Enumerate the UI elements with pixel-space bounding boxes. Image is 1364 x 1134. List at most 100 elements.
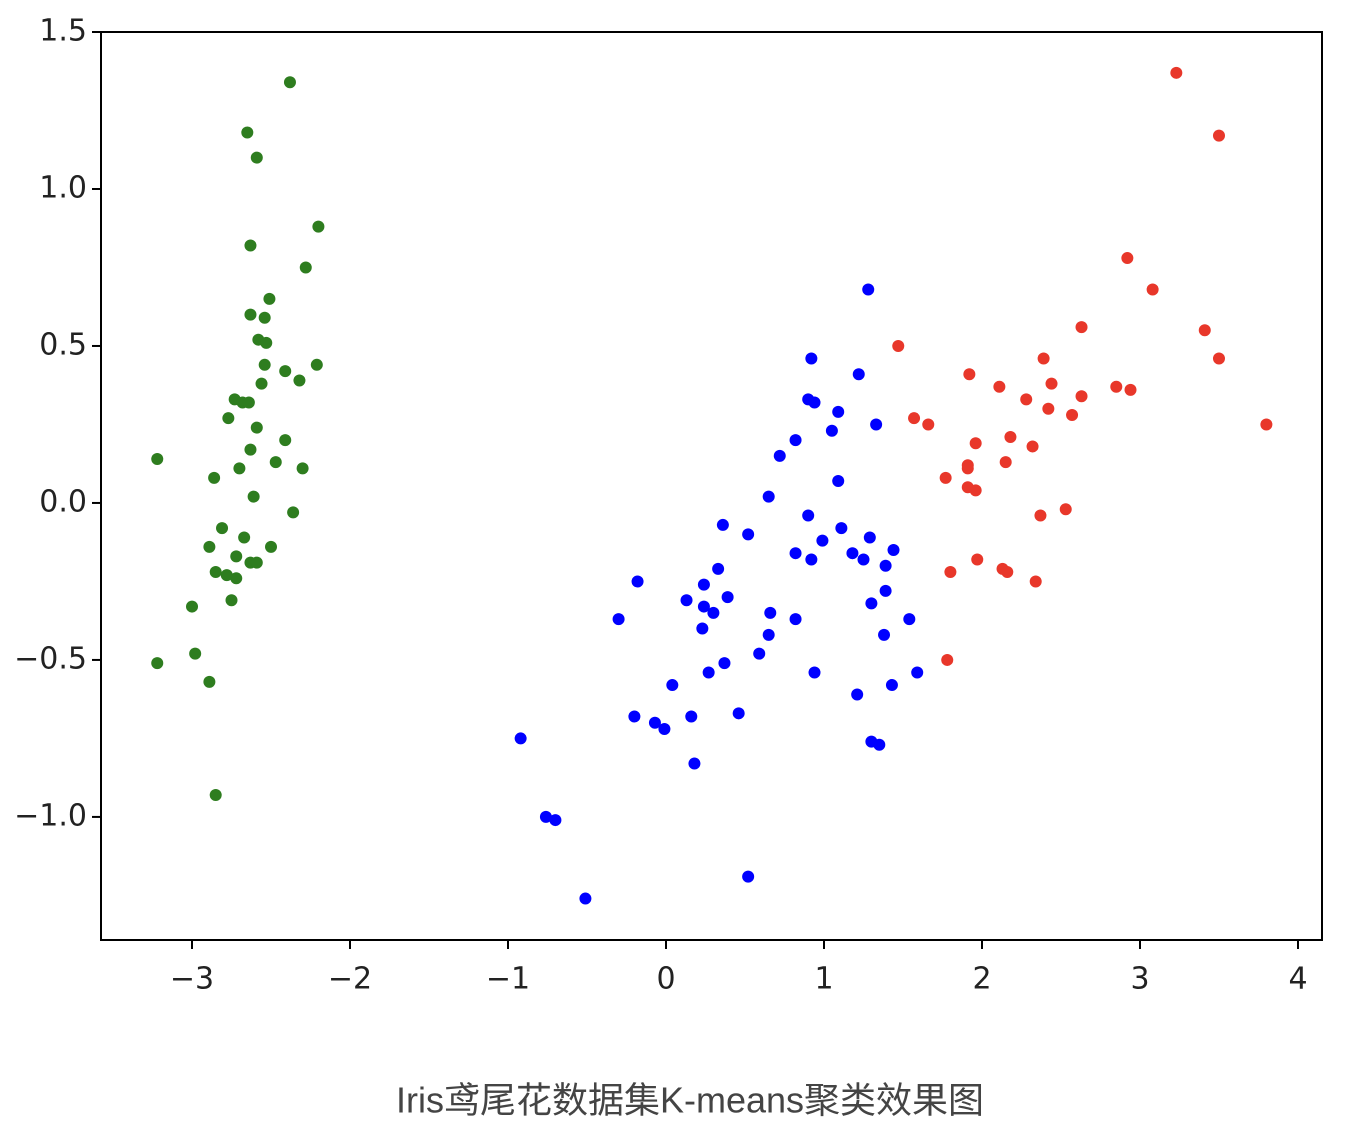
scatter-point [762, 490, 775, 503]
x-tick-label: −2 [328, 962, 372, 997]
scatter-point [230, 572, 243, 585]
scatter-point [805, 553, 818, 566]
scatter-point [225, 594, 238, 607]
scatter-point [1121, 252, 1134, 265]
scatter-point [802, 509, 815, 522]
scatter-point [873, 738, 886, 751]
scatter-point [1170, 66, 1183, 79]
y-tick-label: −1.0 [14, 798, 87, 833]
scatter-point [835, 522, 848, 535]
scatter-point [631, 575, 644, 588]
scatter-point [628, 710, 641, 723]
scatter-point [857, 553, 870, 566]
scatter-point [208, 471, 221, 484]
scatter-point [1004, 431, 1017, 444]
scatter-point [1198, 324, 1211, 337]
scatter-point [1075, 321, 1088, 334]
scatter-point [247, 490, 260, 503]
scatter-point [203, 540, 216, 553]
scatter-point [762, 628, 775, 641]
scatter-point [250, 556, 263, 569]
scatter-point [851, 688, 864, 701]
scatter-point [1212, 352, 1225, 365]
scatter-point [878, 628, 891, 641]
scatter-point [539, 810, 552, 823]
scatter-point [863, 531, 876, 544]
scatter-point [963, 368, 976, 381]
scatter-point [696, 622, 709, 635]
scatter-point [969, 437, 982, 450]
scatter-point [203, 675, 216, 688]
scatter-point [892, 339, 905, 352]
x-tick-label: −1 [486, 962, 530, 997]
scatter-point [816, 534, 829, 547]
scatter-point [1260, 418, 1273, 431]
scatter-point [702, 666, 715, 679]
scatter-point [244, 443, 257, 456]
scatter-point [971, 553, 984, 566]
scatter-point [688, 757, 701, 770]
scatter-point [230, 550, 243, 563]
chart-caption: Iris鸢尾花数据集K-means聚类效果图 [396, 1080, 984, 1121]
scatter-point [258, 311, 271, 324]
scatter-point [732, 707, 745, 720]
scatter-point [1029, 575, 1042, 588]
x-tick-label: 1 [814, 962, 833, 997]
x-tick-label: 0 [656, 962, 675, 997]
scatter-point [1110, 380, 1123, 393]
scatter-point [299, 261, 312, 274]
scatter-point [1020, 393, 1033, 406]
x-tick-label: 2 [972, 962, 991, 997]
scatter-point [685, 710, 698, 723]
scatter-point [852, 368, 865, 381]
scatter-point [549, 814, 562, 827]
scatter-point [742, 870, 755, 883]
scatter-point [879, 559, 892, 572]
scatter-point [961, 462, 974, 475]
scatter-point [1212, 129, 1225, 142]
scatter-point [764, 606, 777, 619]
scatter-point [879, 584, 892, 597]
y-tick-label: 0.0 [39, 484, 87, 519]
scatter-point [244, 239, 257, 252]
scatter-point [242, 396, 255, 409]
scatter-point [903, 613, 916, 626]
scatter-point [697, 600, 710, 613]
scatter-point [151, 452, 164, 465]
scatter-point [1042, 402, 1055, 415]
scatter-point [862, 283, 875, 296]
scatter-point [808, 666, 821, 679]
plot-frame [100, 31, 1323, 941]
scatter-point [209, 788, 222, 801]
scatter-point [1124, 383, 1137, 396]
scatter-point [865, 597, 878, 610]
scatter-point [680, 594, 693, 607]
scatter-point [716, 518, 729, 531]
scatter-point [1045, 377, 1058, 390]
scatter-point [296, 462, 309, 475]
scatter-point [287, 506, 300, 519]
scatter-point [789, 613, 802, 626]
scatter-point [658, 723, 671, 736]
scatter-point [258, 358, 271, 371]
scatter-point [846, 547, 859, 560]
scatter-point [1026, 440, 1039, 453]
scatter-point [753, 647, 766, 660]
scatter-point [233, 462, 246, 475]
scatter-point [718, 657, 731, 670]
scatter-point [885, 679, 898, 692]
scatter-point [805, 352, 818, 365]
y-tick-label: 1.0 [39, 170, 87, 205]
scatter-point [999, 456, 1012, 469]
scatter-point [612, 613, 625, 626]
scatter-point [222, 412, 235, 425]
scatter-point [1037, 352, 1050, 365]
scatter-point [186, 600, 199, 613]
scatter-point [832, 405, 845, 418]
scatter-point [712, 562, 725, 575]
scatter-point [263, 292, 276, 305]
y-tick-label: −0.5 [14, 641, 87, 676]
scatter-point [773, 449, 786, 462]
scatter-point [808, 396, 821, 409]
